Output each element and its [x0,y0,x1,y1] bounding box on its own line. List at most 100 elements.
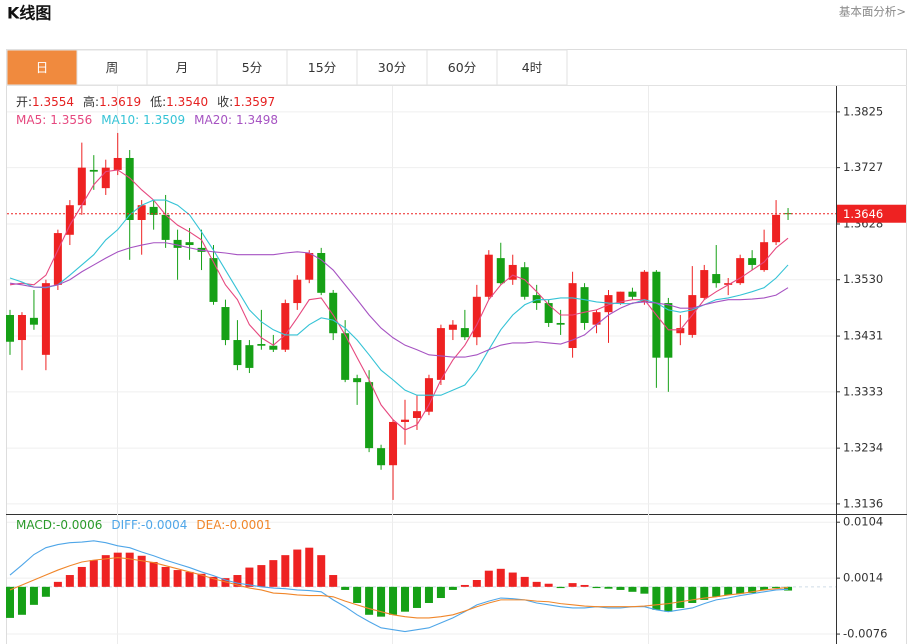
macd-bar [424,586,433,603]
candle-body [700,270,709,298]
macd-bar [389,586,398,615]
macd-bar [29,586,38,605]
macd-bar [221,578,230,587]
info-value: 1.3597 [233,95,275,109]
fundamental-link[interactable]: 基本面分析> [839,5,906,19]
candle-body [101,167,110,189]
candle-body [484,254,493,297]
macd-bar [496,568,505,587]
candle-body [760,242,769,271]
macd-bar [640,586,649,594]
candle-body [6,315,14,342]
macd-bar [41,586,50,597]
macd-bar [484,570,493,587]
tab-bg[interactable] [426,49,498,86]
candle-body [353,378,362,383]
vertical-grid [117,86,649,644]
macd-bar [532,581,541,587]
candle-body [161,214,170,240]
tab[interactable]: 周 [76,49,148,86]
legend-name: DEA: [196,518,225,532]
legend-value: -0.0001 [225,518,271,532]
legend-row: MA5: 1.3556 MA10: 1.3509 MA20: 1.3498 [16,113,278,127]
tab[interactable]: 日 [6,49,78,86]
tab[interactable]: 5分 [216,49,288,86]
tab-label[interactable]: 周 [106,60,119,75]
candle-body [221,307,230,341]
candle-body [245,345,254,368]
macd-bar [436,586,445,599]
tab-label[interactable]: 4时 [522,60,543,75]
macd-bar [317,555,326,587]
tab-bg[interactable] [6,49,78,86]
candle-body [508,264,517,280]
candle-body [556,322,565,325]
macd-bar [401,586,410,612]
macd-bar [101,555,110,587]
y-tick-label: -0.0076 [843,627,887,641]
macd-bar [257,565,266,587]
macd-bar [520,576,529,587]
macd-bar [6,586,14,618]
legend-name: MA5: [16,113,46,127]
macd-bar [580,584,589,587]
candle-body [125,157,134,220]
tab[interactable]: 60分 [426,49,498,86]
macd-bar [173,570,182,587]
tab-label[interactable]: 日 [36,60,49,75]
tab-label[interactable]: 60分 [448,60,476,75]
legend-value: 1.3556 [50,113,92,127]
macd-bar [53,581,62,587]
macd-bar [77,566,86,587]
widget-title: K线图 [7,4,51,23]
info-label: 收: [217,95,233,109]
tab-label[interactable]: 15分 [308,60,336,75]
tab-bg[interactable] [216,49,288,86]
tab-label[interactable]: 月 [176,60,189,75]
legend-value: -0.0004 [141,518,187,532]
candle-body [676,328,685,334]
legend-value: 1.3498 [236,113,278,127]
candle-body [113,157,122,170]
macd-bar [377,586,386,617]
legend-name: MA20: [194,113,232,127]
tab[interactable]: 15分 [286,49,358,86]
y-tick-label: 0.0014 [843,571,883,585]
info-label: 开: [16,95,32,109]
legend-name: DIFF: [111,518,141,532]
candle-body [389,421,398,466]
tab-bg[interactable] [356,49,428,86]
macd-bar [736,586,745,594]
tab[interactable]: 30分 [356,49,428,86]
candle-body [520,267,529,297]
macd-bar [784,586,793,591]
tab-label[interactable]: 5分 [242,60,262,75]
macd-bar [544,583,553,587]
macd-bar [233,575,242,587]
tab-bg[interactable] [286,49,358,86]
tab-bg[interactable] [496,49,568,86]
candle-body [365,382,374,449]
macd-bar [269,560,278,587]
candle-body [436,328,445,380]
candle-body [640,271,649,302]
candle-body [401,419,410,422]
tab-label[interactable]: 30分 [378,60,406,75]
info-value: 1.3554 [32,95,74,109]
candle-body [317,252,326,293]
candle-body [748,258,757,265]
last-price-box [837,204,906,223]
tab[interactable]: 月 [146,49,218,86]
tab[interactable]: 4时 [496,49,568,86]
macd-bar [760,586,769,590]
macd-bar [293,549,302,587]
macd-bar [664,586,673,612]
macd-bar [592,586,601,589]
candle-body [185,242,194,246]
macd-bar [556,586,565,589]
macd-bar [616,586,625,590]
macd-bar [113,552,122,587]
candle-body [712,274,721,284]
candle-body [568,283,577,349]
y-tick-label: 1.3136 [843,496,883,510]
